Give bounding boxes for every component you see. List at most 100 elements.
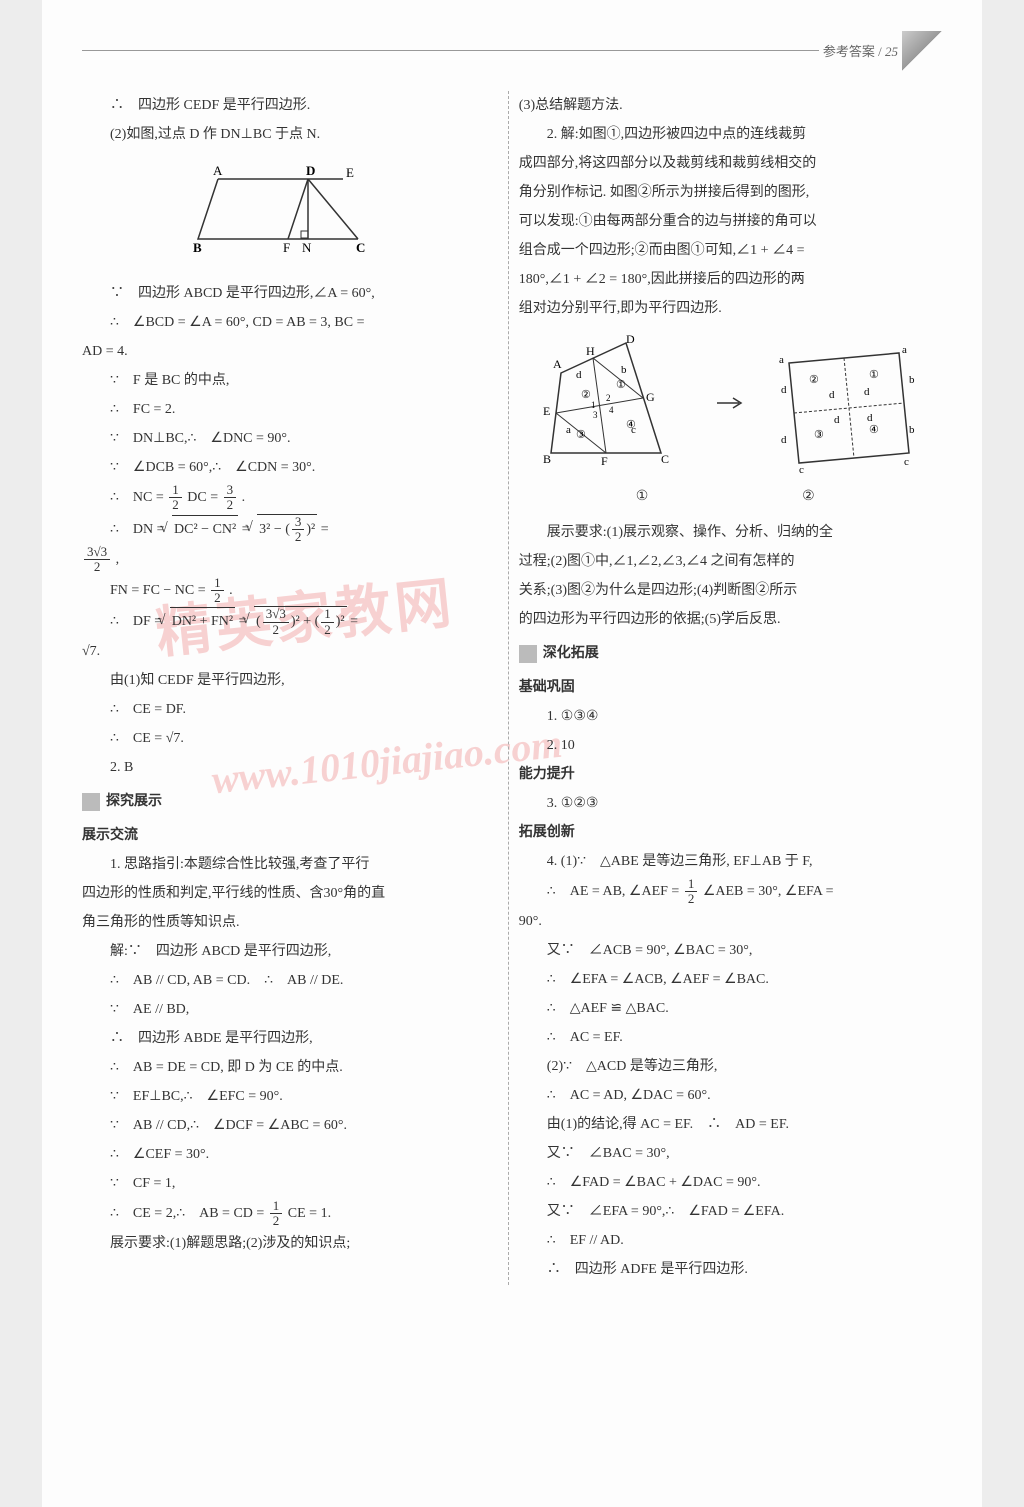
text-line: 3√32 , xyxy=(82,545,495,575)
figure-1: A B C D E F G H d b a c ② ① ③ ④ 1 xyxy=(531,333,691,473)
text-line: ∴ EF // AD. xyxy=(519,1227,932,1255)
text-line: 过程;(2)图①中,∠1,∠2,∠3,∠4 之间有怎样的 xyxy=(519,548,932,576)
text-line: ∴ ∠BCD = ∠A = 60°, CD = AB = 3, BC = xyxy=(82,309,495,337)
figure-caption-2: ② xyxy=(802,483,815,511)
fraction: 3√32 xyxy=(84,545,110,575)
svg-text:④: ④ xyxy=(869,424,879,436)
text-line: 由(1)的结论,得 AC = EF. ∴ AD = EF. xyxy=(519,1111,932,1139)
text-line: 4. (1)∵ △ABE 是等边三角形, EF⊥AB 于 F, xyxy=(519,848,932,876)
header-label: 参考答案 / 25 xyxy=(819,41,902,60)
text-line: 可以发现:①由每两部分重合的边与拼接的角可以 xyxy=(519,208,932,236)
text-line: 又∵ ∠EFA = 90°,∴ ∠FAD = ∠EFA. xyxy=(519,1198,932,1226)
text-line: 1. 思路指引:本题综合性比较强,考查了平行 xyxy=(82,851,495,879)
svg-text:c: c xyxy=(799,464,804,473)
content-columns: ∴ 四边形 CEDF 是平行四边形. (2)如图,过点 D 作 DN⊥BC 于点… xyxy=(82,91,942,1285)
text-line: ∴ AE = AB, ∠AEF = 12 ∠AEB = 30°, ∠EFA = xyxy=(519,877,932,907)
text-line: 关系;(3)图②为什么是四边形;(4)判断图②所示 xyxy=(519,577,932,605)
fraction: 12 xyxy=(169,483,182,513)
svg-text:d: d xyxy=(781,434,787,446)
page-header: 参考答案 / 25 xyxy=(82,50,942,51)
svg-text:A: A xyxy=(213,163,223,178)
section-marker-icon xyxy=(519,645,537,663)
text-line: ∴ CE = DF. xyxy=(82,696,495,724)
text-line: ∴ CE = √7. xyxy=(82,725,495,753)
svg-text:H: H xyxy=(586,344,595,358)
svg-text:F: F xyxy=(283,240,290,255)
svg-text:A: A xyxy=(553,357,562,371)
text-line: 的四边形为平行四边形的依据;(5)学后反思. xyxy=(519,606,932,634)
section-marker-icon xyxy=(82,793,100,811)
text-line: 解:∵ 四边形 ABCD 是平行四边形, xyxy=(82,938,495,966)
text-line: 2. 解:如图①,四边形被四边中点的连线裁剪 xyxy=(519,121,932,149)
text-line: ∴ AB // CD, AB = CD. ∴ AB // DE. xyxy=(82,967,495,995)
svg-text:④: ④ xyxy=(626,419,636,431)
svg-text:E: E xyxy=(543,404,550,418)
text-line: (2)如图,过点 D 作 DN⊥BC 于点 N. xyxy=(82,121,495,149)
svg-text:b: b xyxy=(909,374,915,386)
svg-text:②: ② xyxy=(581,389,591,401)
section-head: 探究展示 xyxy=(82,788,495,816)
text-line: 3. ①②③ xyxy=(519,790,932,818)
sub-heading: 拓展创新 xyxy=(519,819,932,847)
text-line: 展示要求:(1)展示观察、操作、分析、归纳的全 xyxy=(519,519,932,547)
svg-text:D: D xyxy=(306,163,315,178)
svg-text:d: d xyxy=(867,412,873,424)
svg-text:d: d xyxy=(829,389,835,401)
text-line: ∴ 四边形 ADFE 是平行四边形. xyxy=(519,1256,932,1284)
text-line: ∴ DF = DN² + FN² = (3√32)² + (12)² = xyxy=(82,606,495,637)
svg-text:E: E xyxy=(346,165,354,180)
svg-text:B: B xyxy=(193,240,202,255)
text-line: ∵ AB // CD,∴ ∠DCF = ∠ABC = 60°. xyxy=(82,1112,495,1140)
text-line: ∴ ∠FAD = ∠BAC + ∠DAC = 90°. xyxy=(519,1169,932,1197)
text-line: 又∵ ∠BAC = 30°, xyxy=(519,1140,932,1168)
text-line: 角三角形的性质等知识点. xyxy=(82,909,495,937)
sub-heading: 基础巩固 xyxy=(519,674,932,702)
text-line: ∴ ∠CEF = 30°. xyxy=(82,1141,495,1169)
svg-text:N: N xyxy=(302,240,312,255)
sub-heading: 能力提升 xyxy=(519,761,932,789)
text-line: 1. ①③④ xyxy=(519,703,932,731)
page-number: 25 xyxy=(885,44,898,59)
text-line: ∴ CE = 2,∴ AB = CD = 12 CE = 1. xyxy=(82,1199,495,1229)
svg-text:C: C xyxy=(661,452,669,466)
text-line: 角分别作标记. 如图②所示为拼接后得到的图形, xyxy=(519,179,932,207)
section-head: 深化拓展 xyxy=(519,640,932,668)
text-line: 又∵ ∠ACB = 90°, ∠BAC = 30°, xyxy=(519,937,932,965)
svg-text:G: G xyxy=(646,390,655,404)
svg-text:c: c xyxy=(904,456,909,468)
figure-caption-1: ① xyxy=(636,483,649,511)
text-line: ∵ F 是 BC 的中点, xyxy=(82,367,495,395)
text-line: ∵ EF⊥BC,∴ ∠EFC = 90°. xyxy=(82,1083,495,1111)
document-page: 参考答案 / 25 精英家教网 www.1010jiajiao.com ∴ 四边… xyxy=(42,0,982,1507)
svg-text:2: 2 xyxy=(606,393,611,403)
text-line: FN = FC − NC = 12 . xyxy=(82,576,495,606)
text-line: (3)总结解题方法. xyxy=(519,92,932,120)
text-line: ∵ CF = 1, xyxy=(82,1170,495,1198)
text-line: 组合成一个四边形;②而由图①可知,∠1 + ∠4 = xyxy=(519,237,932,265)
svg-text:b: b xyxy=(621,364,627,376)
text-line: 四边形的性质和判定,平行线的性质、含30°角的直 xyxy=(82,880,495,908)
svg-text:b: b xyxy=(909,424,915,436)
text-line: ∵ DN⊥BC,∴ ∠DNC = 90°. xyxy=(82,425,495,453)
svg-text:3: 3 xyxy=(593,410,598,420)
text-line: 成四部分,将这四部分以及裁剪线和裁剪线相交的 xyxy=(519,150,932,178)
fraction: 12 xyxy=(211,576,224,606)
fraction: 32 xyxy=(224,483,237,513)
text-line: 2. 10 xyxy=(519,732,932,760)
text-line: ∴ 四边形 CEDF 是平行四边形. xyxy=(82,92,495,120)
text-line: ∴ AC = EF. xyxy=(519,1024,932,1052)
text-line: √7. xyxy=(82,638,495,666)
svg-text:F: F xyxy=(601,454,608,468)
sub-heading: 展示交流 xyxy=(82,822,495,850)
svg-text:③: ③ xyxy=(814,429,824,441)
column-divider xyxy=(508,91,509,1285)
svg-text:a: a xyxy=(902,344,907,356)
page-corner-fold-icon xyxy=(902,31,942,71)
svg-text:d: d xyxy=(834,414,840,426)
svg-text:B: B xyxy=(543,452,551,466)
header-text: 参考答案 / xyxy=(823,44,882,59)
arrow-icon xyxy=(715,393,745,413)
svg-text:4: 4 xyxy=(609,405,614,415)
text-line: ∴ AC = AD, ∠DAC = 60°. xyxy=(519,1082,932,1110)
figure-2: ② ① ③ ④ a a b b c c d d d d d d xyxy=(769,333,919,473)
